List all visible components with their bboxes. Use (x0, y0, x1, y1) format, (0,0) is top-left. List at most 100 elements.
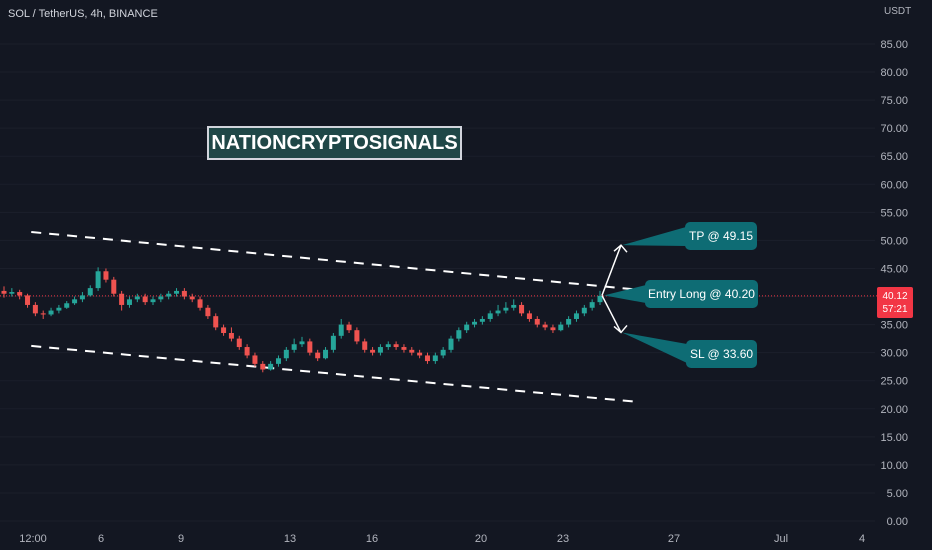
candle-body (362, 341, 368, 350)
candle-body (142, 296, 148, 303)
candle-body (393, 344, 399, 348)
candle-body (158, 296, 164, 300)
callout-pointers (604, 227, 687, 363)
y-tick-label: 50.00 (880, 235, 908, 247)
candle-body (581, 307, 587, 314)
candle-body (299, 341, 305, 345)
x-tick-label: 4 (859, 533, 865, 545)
y-tick-label: 25.00 (880, 376, 908, 388)
candle-body (87, 288, 93, 296)
y-tick-label: 5.00 (887, 488, 908, 500)
candle-body (181, 290, 187, 297)
trade-arrows (601, 244, 628, 334)
candle-body (103, 271, 109, 280)
candle-body (550, 327, 556, 331)
y-tick-label: 45.00 (880, 263, 908, 275)
channel-upper-line (31, 230, 640, 291)
candle-body (440, 349, 446, 356)
candle-body (346, 324, 352, 331)
candle-body (519, 304, 525, 314)
candle-body (534, 318, 540, 325)
candle-body (409, 349, 415, 353)
candle-body (448, 338, 454, 350)
candle-body (283, 349, 289, 359)
y-tick-label: 0.00 (887, 516, 908, 528)
candle-body (111, 279, 117, 294)
candle-body (354, 330, 360, 342)
candle-body (307, 341, 313, 353)
candle-body (291, 344, 297, 350)
x-tick-label: 12:00 (19, 533, 47, 545)
candle-body (56, 307, 62, 311)
x-tick-label: Jul (774, 533, 788, 545)
candle-body (315, 352, 321, 359)
candle-body (589, 302, 595, 308)
candle-body (205, 307, 211, 317)
candle-body (48, 310, 54, 315)
candle-body (377, 347, 383, 353)
candle-body (487, 313, 493, 319)
stop-loss-callout[interactable]: SL @ 33.60 (686, 340, 757, 368)
candlesticks (1, 267, 603, 373)
y-tick-label: 70.00 (880, 123, 908, 135)
y-tick-label: 65.00 (880, 151, 908, 163)
candle-body (526, 313, 532, 319)
candle-body (432, 355, 438, 362)
y-tick-label: 10.00 (880, 460, 908, 472)
candle-body (479, 318, 485, 322)
symbol-title: SOL / TetherUS, 4h, BINANCE (8, 8, 158, 20)
candle-body (573, 313, 579, 319)
price-axis[interactable]: 0.00 5.00 10.00 15.00 20.00 25.00 30.00 35.00 45… (880, 39, 908, 528)
candle-body (330, 335, 336, 350)
x-tick-label: 20 (475, 533, 487, 545)
candle-body (511, 304, 517, 308)
take-profit-callout[interactable]: TP @ 49.15 (685, 222, 757, 250)
y-tick-label: 15.00 (880, 432, 908, 444)
y-tick-label: 30.00 (880, 348, 908, 360)
candle-body (424, 355, 430, 362)
candle-body (260, 363, 266, 370)
y-tick-label: 60.00 (880, 179, 908, 191)
candle-body (472, 321, 478, 325)
candle-body (119, 293, 125, 305)
candle-body (126, 299, 132, 305)
candle-body (503, 307, 509, 311)
candle-body (456, 330, 462, 339)
tp-arrow-head (613, 244, 628, 253)
sl-pointer (622, 332, 687, 363)
candle-body (495, 310, 501, 314)
trend-channel (31, 230, 640, 404)
x-tick-label: 6 (98, 533, 104, 545)
watermark-logo: NATIONCRYPTOSIGNALS (207, 126, 462, 160)
x-tick-label: 13 (284, 533, 296, 545)
candle-body (566, 318, 572, 325)
candle-body (236, 338, 242, 348)
y-tick-label: 80.00 (880, 67, 908, 79)
candle-body (197, 299, 203, 308)
time-axis[interactable]: 12:00 6 9 13 16 20 23 27 Jul 4 (19, 533, 865, 545)
candle-body (370, 349, 376, 353)
channel-lower-line (31, 344, 640, 404)
candle-body (72, 299, 78, 304)
candle-body (166, 293, 172, 297)
candle-body (221, 327, 227, 334)
y-tick-label: 85.00 (880, 39, 908, 51)
candle-body (228, 333, 234, 339)
x-tick-label: 16 (366, 533, 378, 545)
candle-body (25, 295, 31, 305)
sl-arrow (601, 295, 622, 333)
tp-pointer (622, 227, 686, 246)
candle-body (95, 271, 101, 289)
sl-arrow-head (613, 324, 628, 334)
candle-body (134, 296, 140, 300)
candle-body (338, 324, 344, 336)
candle-body (79, 295, 85, 300)
entry-callout[interactable]: Entry Long @ 40.20 (645, 280, 758, 308)
candle-body (401, 347, 407, 350)
last-price-tag: 40.12 57:21 (877, 287, 913, 318)
candle-body (244, 347, 250, 356)
candle-body (252, 355, 258, 364)
x-tick-label: 9 (178, 533, 184, 545)
candle-body (40, 313, 46, 315)
